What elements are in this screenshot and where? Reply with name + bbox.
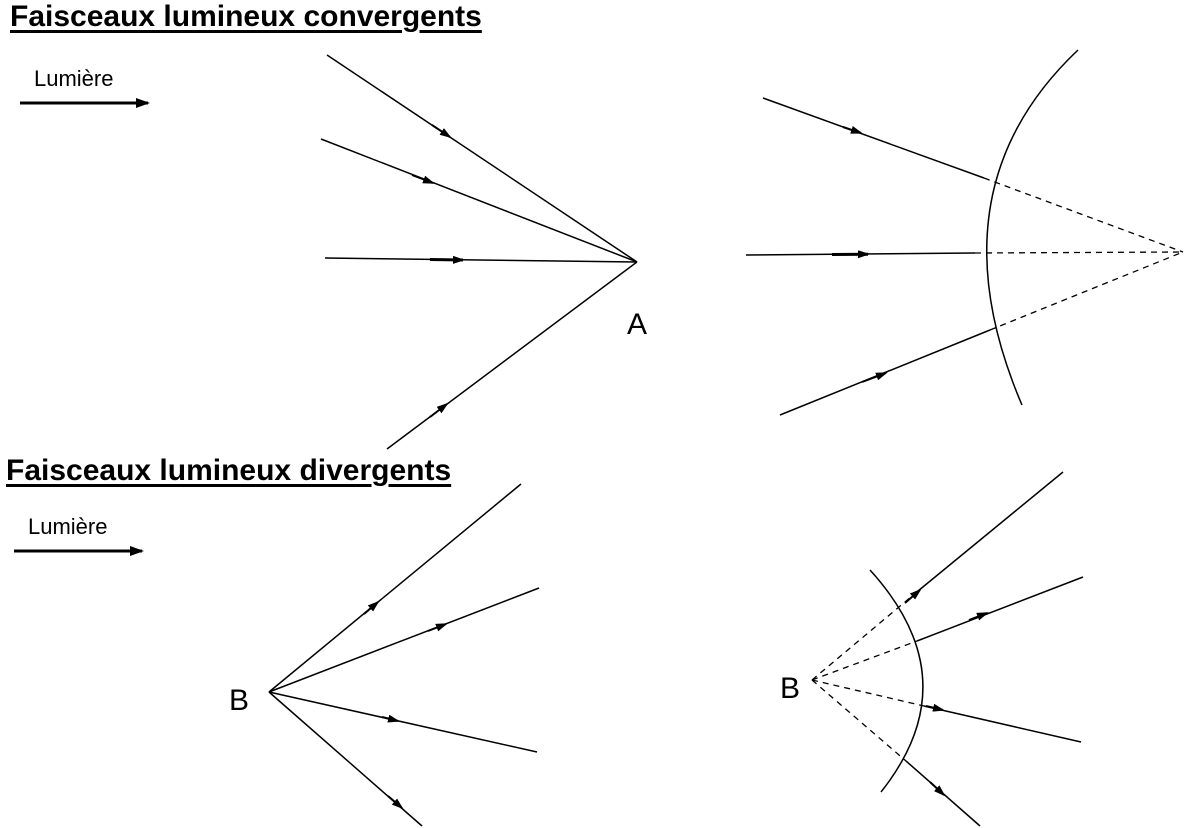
- ray-5-extension: [983, 177, 1184, 253]
- convergent-interface-diagram: [745, 49, 1184, 416]
- ray-3: [324, 257, 638, 263]
- divergent-interface-diagram: [811, 471, 1084, 827]
- ray-14-virtual: [811, 679, 925, 707]
- ray-13-virtual: [811, 640, 918, 681]
- ray-7-arrow-icon: [861, 372, 888, 383]
- point-b-right-label: B: [780, 672, 801, 705]
- point-b-left-label: B: [229, 684, 250, 717]
- divergent-light-label: Lumière: [28, 514, 108, 539]
- ray-15-virtual: [811, 679, 907, 762]
- ray-5: [762, 97, 985, 179]
- ray-5-arrow-icon: [842, 126, 863, 134]
- ray-12-virtual: [811, 590, 919, 681]
- ray-12-arrow-icon: [904, 588, 922, 604]
- ray-13: [916, 576, 1084, 642]
- ray-4-arrow-icon: [429, 402, 449, 418]
- ray-2: [320, 138, 638, 263]
- ray-11-arrow-icon: [387, 795, 404, 810]
- ray-6-extension: [974, 251, 1184, 254]
- ray-8: [268, 483, 522, 693]
- convergent-rays-to-a: [320, 54, 638, 450]
- ray-14-arrow-icon: [925, 703, 945, 712]
- ray-15-arrow-icon: [929, 781, 946, 797]
- ray-4: [386, 261, 638, 450]
- ray-7-extension: [989, 251, 1184, 331]
- ray-9: [268, 587, 540, 693]
- convergent-interface-curve: [985, 49, 1079, 406]
- ray-13-arrow-icon: [968, 612, 989, 621]
- ray-2-arrow-icon: [411, 174, 435, 184]
- ray-10: [268, 691, 538, 753]
- ray-3-arrow-icon: [429, 255, 465, 264]
- divergent-interface-curve: [869, 569, 924, 793]
- ray-1: [326, 54, 638, 263]
- ray-9-arrow-icon: [427, 623, 448, 632]
- ray-14: [923, 705, 1082, 743]
- ray-8-arrow-icon: [363, 600, 380, 615]
- point-a-label: A: [627, 308, 648, 341]
- convergent-light-label: Lumière: [34, 66, 114, 91]
- divergent-heading: Faisceaux lumineux divergents: [6, 454, 452, 487]
- ray-10-arrow-icon: [381, 714, 400, 723]
- ray-12: [917, 471, 1064, 592]
- convergent-heading: Faisceaux lumineux convergents: [10, 0, 482, 33]
- ray-1-arrow-icon: [431, 124, 452, 139]
- divergent-rays-from-b: [268, 483, 540, 827]
